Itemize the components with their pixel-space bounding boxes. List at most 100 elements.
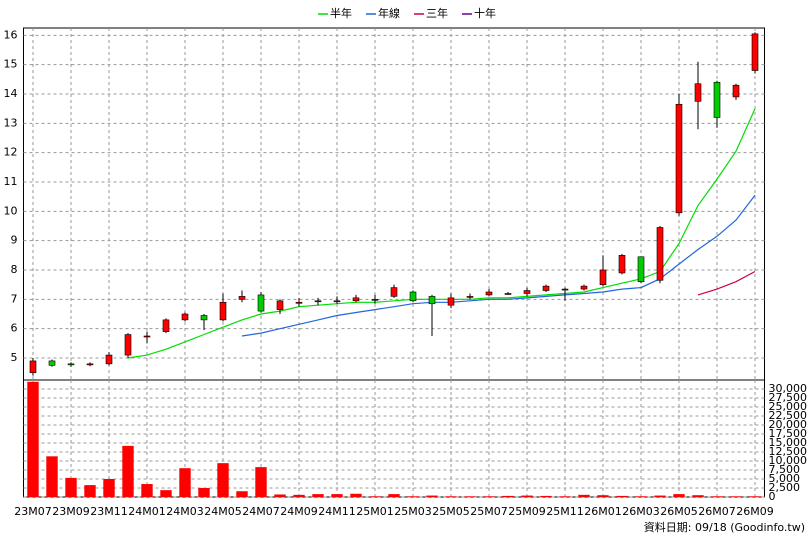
y-tick-label: 13 (4, 116, 18, 129)
x-tick-label: 26M01 (584, 505, 622, 518)
volume-bar (369, 496, 381, 497)
volume-bar (331, 494, 343, 497)
candle-body (504, 293, 512, 295)
price-panel (23, 27, 765, 381)
volume-bar (274, 494, 286, 497)
x-tick-label: 26M09 (736, 505, 774, 518)
volume-bar (141, 484, 153, 497)
volume-bar (160, 490, 172, 497)
candle-body (580, 285, 588, 290)
x-tick-label: 26M07 (698, 505, 736, 518)
x-tick-label: 24M03 (166, 505, 204, 518)
candle-body (599, 269, 607, 285)
candle-body (124, 334, 132, 356)
volume-bar (445, 496, 457, 497)
volume-bar (103, 479, 115, 497)
x-tick-label: 25M03 (394, 505, 432, 518)
legend-label: 十年 (474, 6, 496, 20)
volume-bar (711, 496, 723, 497)
y-tick-label: 5 (11, 351, 18, 364)
candle-body (105, 354, 113, 365)
x-tick-label: 23M09 (52, 505, 90, 518)
candle-body (352, 297, 360, 302)
candle-body (200, 315, 208, 321)
x-tick-label: 26M05 (660, 505, 698, 518)
volume-panel (23, 379, 765, 498)
volume-bar (635, 496, 647, 497)
candle-body (713, 81, 721, 118)
x-tick-label: 24M07 (242, 505, 280, 518)
x-tick-label: 24M01 (128, 505, 166, 518)
candle-body (219, 301, 227, 321)
candle-body (48, 360, 56, 366)
volume-bar (84, 485, 96, 497)
volume-bar (692, 495, 704, 497)
candle-body (466, 296, 474, 298)
volume-bar (217, 463, 229, 497)
volume-tick-label: 12,500 (769, 445, 808, 458)
candle-body (371, 299, 379, 301)
volume-bar (312, 494, 324, 497)
volume-tick-label: 7,500 (769, 463, 801, 476)
ma-line (697, 270, 756, 296)
x-tick-label: 25M05 (432, 505, 470, 518)
candle-body (523, 290, 531, 294)
volume-bar (293, 494, 305, 497)
volume-tick-label: 0 (769, 490, 776, 503)
candle-body (29, 360, 37, 373)
volume-bar (559, 496, 571, 497)
volume-bar (27, 381, 39, 497)
legend-label: 半年 (330, 6, 352, 20)
volume-bar (388, 494, 400, 497)
volume-bar (255, 467, 267, 497)
candle-body (751, 33, 759, 71)
volume-bar (122, 445, 134, 497)
x-tick-label: 26M03 (622, 505, 660, 518)
volume-tick-label: 17,500 (769, 427, 808, 440)
candle-body (542, 285, 550, 291)
volume-bar (464, 496, 476, 497)
volume-bar (65, 477, 77, 497)
candle-body (637, 256, 645, 283)
ma-line (241, 194, 756, 337)
x-tick-label: 24M09 (280, 505, 318, 518)
candle-body (428, 296, 436, 305)
x-tick-label: 25M09 (508, 505, 546, 518)
volume-bar (673, 494, 685, 497)
legend-label: 三年 (426, 6, 448, 20)
candle-body (561, 288, 569, 291)
volume-bar (521, 495, 533, 497)
volume-bar (407, 496, 419, 497)
candle-body (732, 84, 740, 98)
volume-tick-label: 15,000 (769, 436, 808, 449)
volume-tick-label: 22,500 (769, 409, 808, 422)
volume-tick-label: 25,000 (769, 400, 808, 413)
volume-bar (236, 491, 248, 497)
x-tick-label: 23M11 (90, 505, 128, 518)
volume-tick-label: 2,500 (769, 481, 801, 494)
candle-body (333, 300, 341, 303)
y-tick-label: 7 (11, 292, 18, 305)
candle-body (276, 300, 284, 310)
candle-body (257, 294, 265, 312)
volume-bar (578, 494, 590, 497)
candle-body (295, 301, 303, 304)
x-tick-label: 24M11 (318, 505, 356, 518)
volume-tick-label: 10,000 (769, 454, 808, 467)
x-tick-label: 23M07 (14, 505, 52, 518)
candle-body (86, 363, 94, 366)
candle-body (390, 287, 398, 297)
volume-bar (749, 496, 761, 497)
volume-bar (483, 496, 495, 497)
candle-body (447, 297, 455, 306)
volume-bar (616, 495, 628, 497)
y-tick-label: 6 (11, 322, 18, 335)
volume-bar (198, 488, 210, 497)
x-tick-label: 25M07 (470, 505, 508, 518)
y-tick-label: 12 (4, 146, 18, 159)
candle-body (485, 291, 493, 296)
volume-tick-label: 5,000 (769, 472, 801, 485)
volume-bar (179, 468, 191, 497)
candle-body (181, 313, 189, 321)
volume-bar (654, 495, 666, 497)
